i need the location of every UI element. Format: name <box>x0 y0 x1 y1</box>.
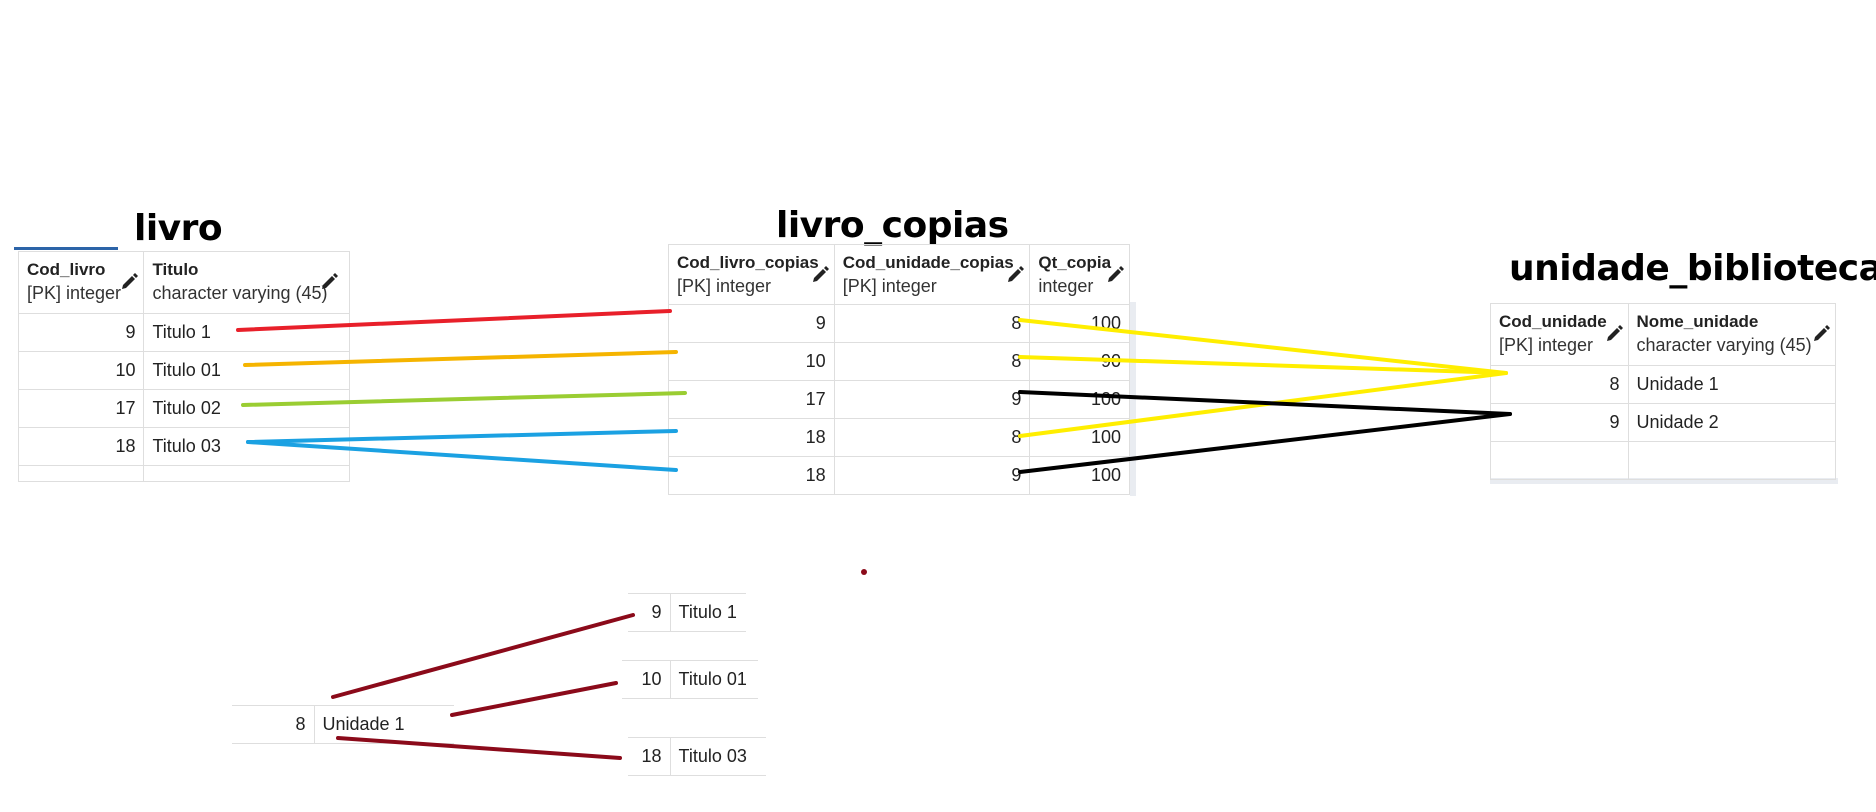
cell-cod-unidade[interactable]: 9 <box>1490 403 1629 442</box>
cell-nome-unidade[interactable]: Unidade 1 <box>313 705 454 744</box>
result-book-row-1: 9 Titulo 1 <box>628 593 746 632</box>
result-book-table: 9 Titulo 1 <box>628 593 746 632</box>
table-row[interactable]: 18 9 100 <box>668 456 1130 495</box>
table-row-empty[interactable] <box>1490 441 1837 480</box>
cell-titulo[interactable]: Titulo 02 <box>143 389 350 428</box>
column-type: integer <box>1038 276 1094 296</box>
result-unit-row: 8 Unidade 1 <box>232 705 454 744</box>
link-livro-17 <box>241 391 687 407</box>
column-name: Nome_unidade <box>1636 312 1759 331</box>
scrollbar-track-horizontal[interactable] <box>1490 478 1838 484</box>
stray-dot <box>861 569 867 575</box>
column-header-titulo[interactable]: Titulo character varying (45) <box>143 251 350 314</box>
result-book-table: 18 Titulo 03 <box>628 737 766 776</box>
edit-pencil-icon[interactable] <box>319 272 339 292</box>
table-row[interactable]: 9 Unidade 2 <box>1490 403 1837 442</box>
column-header-cod-livro-copias[interactable]: Cod_livro_copias [PK] integer <box>668 244 835 305</box>
cell-cod-unidade[interactable]: 8 <box>232 705 315 744</box>
cell-cod-livro[interactable]: 10 <box>622 660 671 699</box>
empty-cell <box>17 465 145 482</box>
cell-cod-unidade[interactable] <box>1490 441 1629 480</box>
cell-cod-livro[interactable]: 9 <box>17 313 145 352</box>
table-row[interactable]: 9 Titulo 1 <box>628 593 746 632</box>
cell-titulo[interactable]: Titulo 01 <box>669 660 758 699</box>
column-type: [PK] integer <box>1499 335 1594 355</box>
cell-cod-livro[interactable]: 10 <box>17 351 145 390</box>
column-type: [PK] integer <box>677 276 772 296</box>
livro-tab-underline <box>14 247 118 250</box>
result-link-2 <box>450 681 618 717</box>
cell-nome-unidade[interactable]: Unidade 1 <box>1627 365 1837 404</box>
cell-cod-unidade-copias[interactable]: 8 <box>833 304 1031 343</box>
table-row[interactable]: 8 Unidade 1 <box>232 705 454 744</box>
column-name: Cod_unidade <box>1499 312 1607 331</box>
link-livro-18-a <box>246 429 678 444</box>
header-row: Cod_livro_copias [PK] integer Cod_unidad… <box>668 244 1130 305</box>
column-header-cod-unidade[interactable]: Cod_unidade [PK] integer <box>1490 303 1629 366</box>
link-unidade-9-a <box>1018 390 1512 416</box>
cell-titulo[interactable]: Titulo 1 <box>143 313 350 352</box>
table-row[interactable]: 9 8 100 <box>668 304 1130 343</box>
unidade-biblioteca-title: unidade_biblioteca <box>1509 248 1876 289</box>
table-row[interactable]: 10 Titulo 01 <box>17 351 350 390</box>
edit-pencil-icon[interactable] <box>1604 324 1624 344</box>
column-header-cod-unidade-copias[interactable]: Cod_unidade_copias [PK] integer <box>833 244 1031 305</box>
link-livro-9 <box>236 309 672 332</box>
cell-titulo[interactable]: Titulo 1 <box>669 593 746 632</box>
livro-table: Cod_livro [PK] integer Titulo character … <box>17 251 350 482</box>
edit-pencil-icon[interactable] <box>1105 265 1125 285</box>
column-header-cod-livro[interactable]: Cod_livro [PK] integer <box>17 251 145 314</box>
cell-titulo[interactable]: Titulo 03 <box>669 737 766 776</box>
link-unidade-9-b <box>1018 412 1512 474</box>
link-unidade-8-a <box>1018 318 1508 375</box>
column-name: Qt_copia <box>1038 253 1112 272</box>
column-type: character varying (45) <box>152 283 328 303</box>
link-livro-10 <box>243 350 678 367</box>
column-type: character varying (45) <box>1636 335 1812 355</box>
cell-cod-unidade-copias[interactable]: 9 <box>833 456 1031 495</box>
livro-title: livro <box>134 208 223 249</box>
table-row[interactable]: 18 Titulo 03 <box>628 737 766 776</box>
result-link-3 <box>336 736 622 760</box>
cell-cod-livro-copias[interactable]: 18 <box>668 418 835 457</box>
cell-cod-livro-copias[interactable]: 9 <box>668 304 835 343</box>
column-name: Cod_livro <box>27 260 106 279</box>
result-book-row-2: 10 Titulo 01 <box>622 660 758 699</box>
edit-pencil-icon[interactable] <box>1005 265 1025 285</box>
table-row[interactable]: 9 Titulo 1 <box>17 313 350 352</box>
header-row: Cod_unidade [PK] integer Nome_unidade ch… <box>1490 303 1837 366</box>
result-unit-table: 8 Unidade 1 <box>232 705 454 744</box>
column-header-nome-unidade[interactable]: Nome_unidade character varying (45) <box>1627 303 1837 366</box>
table-row[interactable]: 17 Titulo 02 <box>17 389 350 428</box>
cell-cod-livro-copias[interactable]: 18 <box>668 456 835 495</box>
cell-cod-unidade-copias[interactable]: 8 <box>833 418 1031 457</box>
link-unidade-8-b <box>1018 355 1508 375</box>
table-row-partial <box>17 465 350 482</box>
table-row[interactable]: 10 Titulo 01 <box>622 660 758 699</box>
column-name: Titulo <box>152 260 199 279</box>
edit-pencil-icon[interactable] <box>119 272 139 292</box>
edit-pencil-icon[interactable] <box>1811 324 1831 344</box>
livro-copias-title: livro_copias <box>776 205 1009 246</box>
livro-copias-table: Cod_livro_copias [PK] integer Cod_unidad… <box>668 244 1130 495</box>
empty-cell <box>143 465 350 482</box>
header-row: Cod_livro [PK] integer Titulo character … <box>17 251 350 314</box>
column-name: Cod_livro_copias <box>677 253 819 272</box>
column-header-qt-copia[interactable]: Qt_copia integer <box>1029 244 1130 305</box>
result-link-1 <box>331 613 635 699</box>
result-book-row-3: 18 Titulo 03 <box>628 737 766 776</box>
column-name: Cod_unidade_copias <box>842 253 1014 272</box>
result-book-table: 10 Titulo 01 <box>622 660 758 699</box>
unidade-biblioteca-table: Cod_unidade [PK] integer Nome_unidade ch… <box>1490 303 1837 480</box>
link-livro-18-b <box>246 440 678 472</box>
cell-cod-livro[interactable]: 18 <box>628 737 671 776</box>
cell-titulo[interactable]: Titulo 01 <box>143 351 350 390</box>
edit-pencil-icon[interactable] <box>810 265 830 285</box>
column-type: [PK] integer <box>27 283 122 303</box>
cell-cod-livro[interactable]: 9 <box>628 593 671 632</box>
column-type: [PK] integer <box>842 276 937 296</box>
cell-nome-unidade[interactable] <box>1627 441 1837 480</box>
